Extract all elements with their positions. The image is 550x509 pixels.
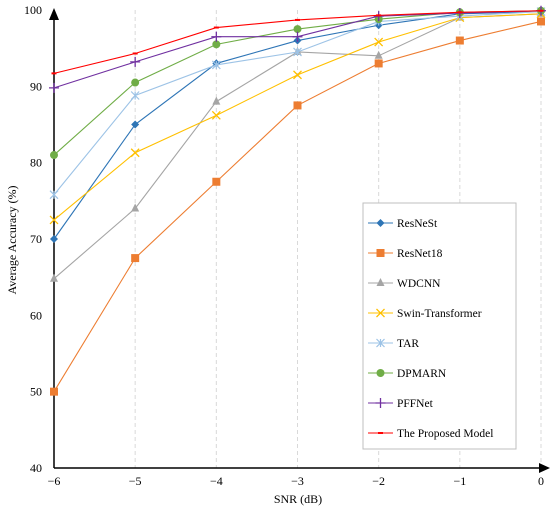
legend-label: DPMARN <box>397 368 447 380</box>
legend-item: WDCNN <box>368 278 441 290</box>
data-point <box>211 31 222 42</box>
data-point <box>130 56 141 67</box>
legend-item: DPMARN <box>368 368 447 380</box>
data-point <box>293 101 302 110</box>
x-tick-label: −6 <box>48 474 61 488</box>
x-tick-label: −5 <box>129 474 142 488</box>
data-point <box>50 151 58 160</box>
y-tick-label: 40 <box>30 461 42 475</box>
data-point <box>49 215 59 225</box>
data-point <box>131 78 140 87</box>
legend-swatch-marker <box>376 278 385 286</box>
legend-box <box>362 202 517 450</box>
legend-label: Swin-Transformer <box>397 308 482 320</box>
legend-item: Swin-Transformer <box>368 308 482 320</box>
tick-labels: −6 −5 −4 −3 −2 −1 0 40 50 60 70 80 90 100 <box>24 3 544 488</box>
y-tick-label: 70 <box>30 232 42 246</box>
y-tick-label: 90 <box>30 79 42 93</box>
data-point <box>293 70 302 80</box>
legend-item: The Proposed Model <box>368 428 493 440</box>
legend-swatch-marker <box>376 219 385 227</box>
legend-label: WDCNN <box>397 278 441 290</box>
data-point <box>131 120 140 129</box>
legend-swatch-marker <box>376 369 385 377</box>
legend-item: ResNet18 <box>368 248 443 260</box>
data-point <box>212 177 221 186</box>
data-point <box>50 235 58 243</box>
legend-item: PFFNet <box>368 398 434 410</box>
x-axis-label: SNR (dB) <box>274 492 322 506</box>
data-point <box>130 148 140 158</box>
data-point <box>50 387 58 396</box>
data-point <box>211 60 221 70</box>
legend-label: ResNeSt <box>397 218 438 230</box>
series-1 <box>50 17 545 396</box>
series-7 <box>51 9 544 75</box>
series-layer <box>49 5 546 396</box>
data-point <box>212 40 221 49</box>
y-tick-label: 100 <box>24 3 42 17</box>
y-axis-arrow-icon <box>49 8 59 20</box>
legend-label: ResNet18 <box>397 248 443 260</box>
data-point <box>50 273 58 282</box>
data-point <box>293 47 302 57</box>
data-point <box>292 31 303 42</box>
data-point <box>374 50 383 59</box>
data-point <box>211 110 221 120</box>
y-axis-label: Average Accuracy (%) <box>5 185 19 294</box>
data-point <box>212 96 221 105</box>
legend-label: PFFNet <box>397 398 434 410</box>
legend-label: The Proposed Model <box>397 428 493 440</box>
legend-swatch-marker <box>375 398 386 408</box>
legend-swatch-marker <box>376 308 385 318</box>
y-tick-label: 80 <box>30 156 42 170</box>
data-point <box>49 82 59 93</box>
legend-swatch-marker <box>376 338 385 348</box>
legend-label: TAR <box>397 338 419 350</box>
data-point <box>131 203 140 212</box>
x-tick-label: −4 <box>210 474 223 488</box>
x-tick-label: 0 <box>538 474 544 488</box>
x-tick-label: −2 <box>372 474 385 488</box>
data-point <box>49 190 59 200</box>
data-point <box>374 59 383 68</box>
data-point <box>374 37 384 47</box>
data-point <box>455 36 464 45</box>
data-point <box>130 91 140 100</box>
x-axis-arrow-icon <box>539 463 550 473</box>
y-tick-label: 60 <box>30 308 42 322</box>
legend-swatch-marker <box>376 249 385 257</box>
legend-item: ResNeSt <box>368 218 438 230</box>
data-point <box>293 25 302 34</box>
data-point <box>131 254 140 263</box>
legend: ResNeSt ResNet18 WDCNN Swin-Transformer TAR D… <box>362 202 517 450</box>
y-tick-label: 50 <box>30 385 42 399</box>
x-tick-label: −3 <box>291 474 304 488</box>
data-point <box>537 17 545 26</box>
legend-item: TAR <box>368 338 419 350</box>
x-tick-label: −1 <box>453 474 466 488</box>
